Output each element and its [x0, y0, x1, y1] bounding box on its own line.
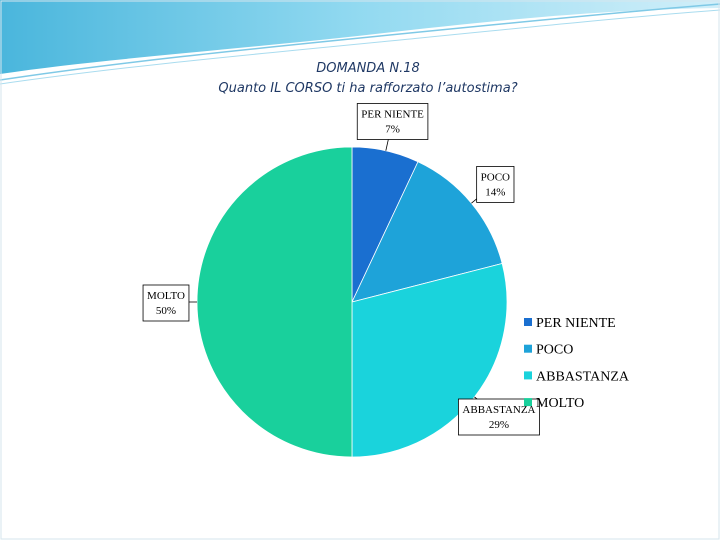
chart-title: DOMANDA N.18 — [316, 61, 420, 76]
data-label-name: PER NIENTE — [361, 108, 424, 120]
pie-slice — [351, 262, 508, 458]
legend-swatch — [524, 318, 532, 326]
pie-slice — [196, 146, 353, 458]
data-label-name: POCO — [481, 171, 510, 183]
legend-swatch — [524, 398, 532, 407]
data-label-value: 7% — [385, 123, 400, 135]
data-label-name: ABBASTANZA — [462, 404, 535, 416]
data-label: MOLTO 50% — [142, 284, 190, 322]
legend-label: PER NIENTE — [536, 316, 616, 331]
data-label: POCO 14% — [476, 166, 515, 203]
data-label-value: 29% — [489, 419, 509, 431]
legend-label: MOLTO — [536, 396, 584, 411]
wave-line — [0, 9, 720, 85]
legend-swatch — [524, 371, 532, 380]
data-label-name: MOLTO — [147, 290, 185, 302]
wave-line — [0, 3, 720, 81]
wave-decoration — [0, 0, 720, 74]
pie-slice — [351, 161, 503, 303]
legend-swatch — [524, 344, 532, 353]
legend-label: POCO — [536, 343, 573, 358]
data-label: PER NIENTE 7% — [356, 103, 429, 140]
data-label-value: 14% — [485, 186, 505, 198]
legend-label: ABBASTANZA — [536, 369, 630, 384]
data-label-box — [476, 166, 515, 203]
data-label-box — [142, 284, 190, 322]
data-label-value: 50% — [156, 305, 176, 317]
data-label-box — [356, 103, 429, 140]
chart-subtitle: Quanto IL CORSO ti ha rafforzato l’autos… — [218, 81, 517, 96]
